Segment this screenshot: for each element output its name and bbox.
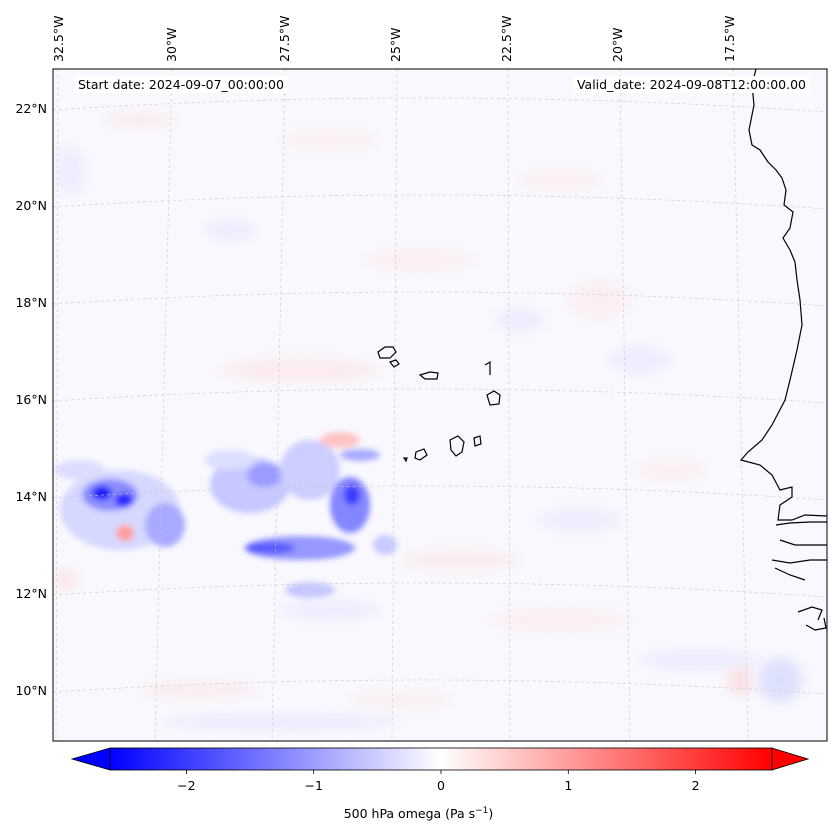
colorbar-title-unit-exponent: −1: [475, 806, 489, 816]
colorbar-body: [109, 747, 773, 771]
colorbar-min-extension: [70, 747, 111, 771]
map-border: [52, 68, 828, 742]
valid-date-label: Valid_date: 2024-09-08T12:00:00.00: [572, 76, 810, 93]
colorbar-title: 500 hPa omega (Pa s−1): [0, 806, 837, 821]
colorbar-tick-label: 0: [437, 778, 445, 793]
latitude-label: 20°N: [15, 198, 47, 213]
start-date-label: Start date: 2024-09-07_00:00:00: [74, 76, 288, 93]
longitude-label: 25°W: [388, 27, 403, 62]
coastline: [377, 69, 827, 631]
longitude-label: 17.5°W: [722, 16, 737, 62]
colorbar-ticks: −2 −1 0 1 2: [177, 770, 700, 793]
colorbar-tick-label: −1: [304, 778, 322, 793]
latitude-label: 16°N: [15, 392, 47, 407]
colorbar-title-close: ): [488, 806, 494, 822]
latitude-label: 22°N: [15, 101, 47, 116]
latitude-label: 10°N: [15, 683, 47, 698]
latitude-label: 12°N: [15, 586, 47, 601]
colorbar: −2 −1 0 1 2: [70, 747, 810, 793]
colorbar-tick-label: 1: [564, 778, 572, 793]
latitude-label: 18°N: [15, 295, 47, 310]
latitude-labels: 22°N 20°N 18°N 16°N 14°N 12°N 10°N: [15, 101, 47, 698]
map-frame: [52, 68, 828, 742]
colorbar-tick-label: 2: [692, 778, 700, 793]
longitude-label: 27.5°W: [277, 16, 292, 62]
colorbar-max-extension: [771, 747, 810, 771]
longitude-label: 30°W: [164, 27, 179, 62]
longitude-label: 22.5°W: [499, 16, 514, 62]
colorbar-tick-label: −2: [177, 778, 195, 793]
colorbar-title-text: 500 hPa omega (Pa s: [343, 806, 476, 822]
longitude-label: 32.5°W: [51, 16, 66, 62]
omega-field: [53, 112, 802, 728]
longitude-labels: 32.5°W 30°W 27.5°W 25°W 22.5°W 20°W 17.5°W: [51, 16, 737, 62]
longitude-label: 20°W: [610, 27, 625, 62]
gridlines: [53, 69, 827, 741]
latitude-label: 14°N: [15, 489, 47, 504]
map-background: [53, 69, 827, 741]
